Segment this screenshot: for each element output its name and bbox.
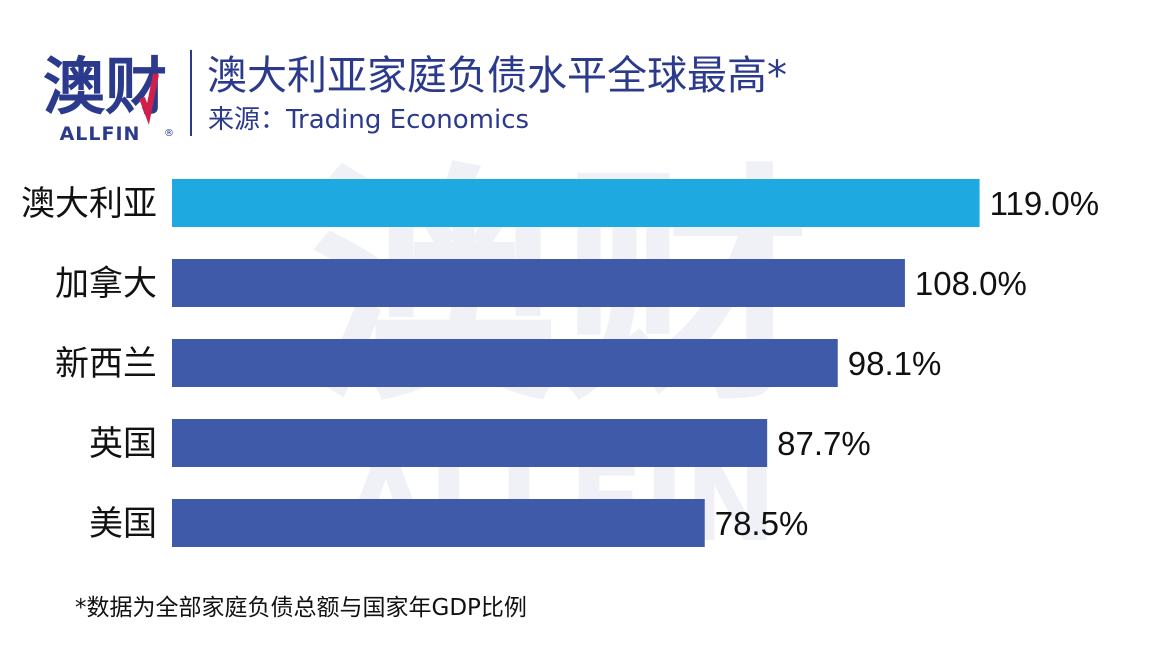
bar-4 xyxy=(172,499,705,547)
logo-sub-text: ALLFIN xyxy=(60,123,141,145)
value-label-3: 87.7% xyxy=(777,425,871,462)
footnote: *数据为全部家庭负债总额与国家年GDP比例 xyxy=(75,595,527,621)
logo-accent-mark xyxy=(139,73,159,125)
logo-registered-mark: ® xyxy=(164,128,174,139)
value-labels-group: 119.0% 108.0% 98.1% 87.7% 78.5% xyxy=(715,185,1099,542)
bar-2 xyxy=(172,339,838,387)
bar-3 xyxy=(172,419,768,467)
category-label-3: 英国 xyxy=(89,424,157,464)
value-label-1: 108.0% xyxy=(915,265,1027,302)
page-title: 澳大利亚家庭负债水平全球最高* xyxy=(207,53,787,99)
value-label-0: 119.0% xyxy=(990,185,1099,222)
category-label-1: 加拿大 xyxy=(55,264,157,304)
value-label-4: 78.5% xyxy=(715,505,809,542)
bar-0 xyxy=(172,179,980,227)
allfin-logo: 澳财 ALLFIN ® xyxy=(43,50,174,145)
source-label: 来源：Trading Economics xyxy=(208,105,530,135)
category-label-2: 新西兰 xyxy=(55,344,157,384)
bar-1 xyxy=(172,259,905,307)
bars-group xyxy=(172,179,980,547)
category-label-0: 澳大利亚 xyxy=(21,184,157,224)
category-label-4: 美国 xyxy=(89,504,157,544)
value-label-2: 98.1% xyxy=(848,345,942,382)
header-divider xyxy=(190,50,192,136)
